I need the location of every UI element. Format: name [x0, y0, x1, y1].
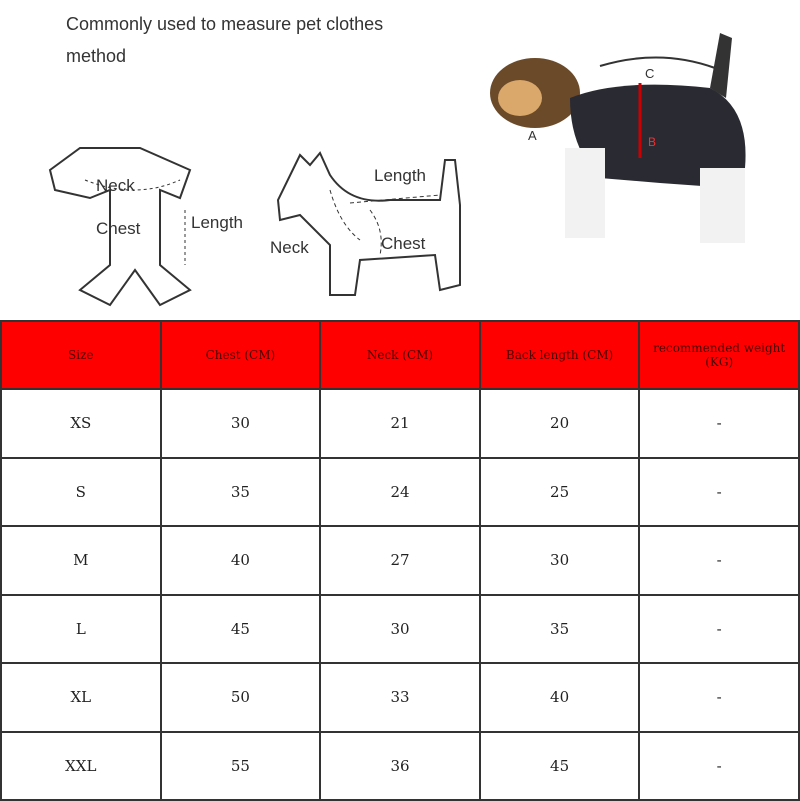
clothes-chest-label: Chest	[96, 219, 141, 238]
header-neck: Neck (CM)	[319, 320, 481, 390]
cell-neck: 27	[319, 525, 481, 596]
photo-label-b: B	[648, 135, 656, 149]
cell-chest: 40	[159, 525, 322, 596]
cell-chest: 35	[159, 456, 322, 527]
table-row: M 40 27 30-	[0, 525, 800, 596]
cell-weight: -	[638, 593, 800, 664]
table-row: S 35 24 25-	[0, 456, 800, 527]
cell-size: S	[0, 456, 162, 527]
cell-back-length: 30	[478, 525, 641, 596]
cell-chest: 55	[159, 730, 322, 801]
table-row: XL 50 33 40-	[0, 662, 800, 733]
cell-size: L	[0, 593, 162, 664]
clothes-length-label: Length	[191, 213, 243, 232]
cell-weight: -	[638, 662, 800, 733]
clothes-outline-icon	[48, 147, 192, 307]
beagle-photo: C A B	[490, 33, 746, 243]
cell-weight: -	[638, 525, 800, 596]
cell-weight: -	[638, 456, 800, 527]
cell-neck: 24	[319, 456, 481, 527]
cell-back-length: 45	[478, 730, 641, 801]
cell-chest: 45	[159, 593, 322, 664]
page-title: Commonly used to measure pet clothes met…	[66, 14, 384, 66]
cell-back-length: 25	[478, 456, 641, 527]
header-chest: Chest (CM)	[159, 320, 322, 390]
cell-size: XL	[0, 662, 162, 733]
cell-size: XXL	[0, 730, 162, 801]
table-row: XXL 55 36 45-	[0, 730, 800, 801]
cell-neck: 30	[319, 593, 481, 664]
dog-length-label: Length	[374, 166, 426, 185]
table-row: L 45 30 35-	[0, 593, 800, 664]
cell-chest: 50	[159, 662, 322, 733]
cell-neck: 21	[319, 388, 481, 459]
cell-weight: -	[638, 388, 800, 459]
cell-weight: -	[638, 730, 800, 801]
dog-chest-label: Chest	[381, 234, 426, 253]
dog-neck-label: Neck	[270, 238, 309, 257]
cell-neck: 36	[319, 730, 481, 801]
table-header-row: Size Chest (CM) Neck (CM) Back length (C…	[0, 320, 800, 390]
cell-back-length: 35	[478, 593, 641, 664]
size-chart-table: Size Chest (CM) Neck (CM) Back length (C…	[0, 320, 800, 801]
table-row: XS 30 21 20-	[0, 388, 800, 459]
cell-back-length: 20	[478, 388, 641, 459]
cell-chest: 30	[159, 388, 322, 459]
header-size: Size	[0, 320, 162, 390]
cell-back-length: 40	[478, 662, 641, 733]
photo-label-a: A	[528, 128, 537, 143]
cell-size: XS	[0, 388, 162, 459]
header-back-length: Back length (CM)	[478, 320, 641, 390]
dog-outline-icon	[276, 151, 461, 296]
header-weight: recommended weight (KG)	[638, 320, 800, 390]
cell-neck: 33	[319, 662, 481, 733]
clothes-neck-label: Neck	[96, 176, 135, 195]
photo-label-c: C	[645, 66, 654, 81]
cell-size: M	[0, 525, 162, 596]
